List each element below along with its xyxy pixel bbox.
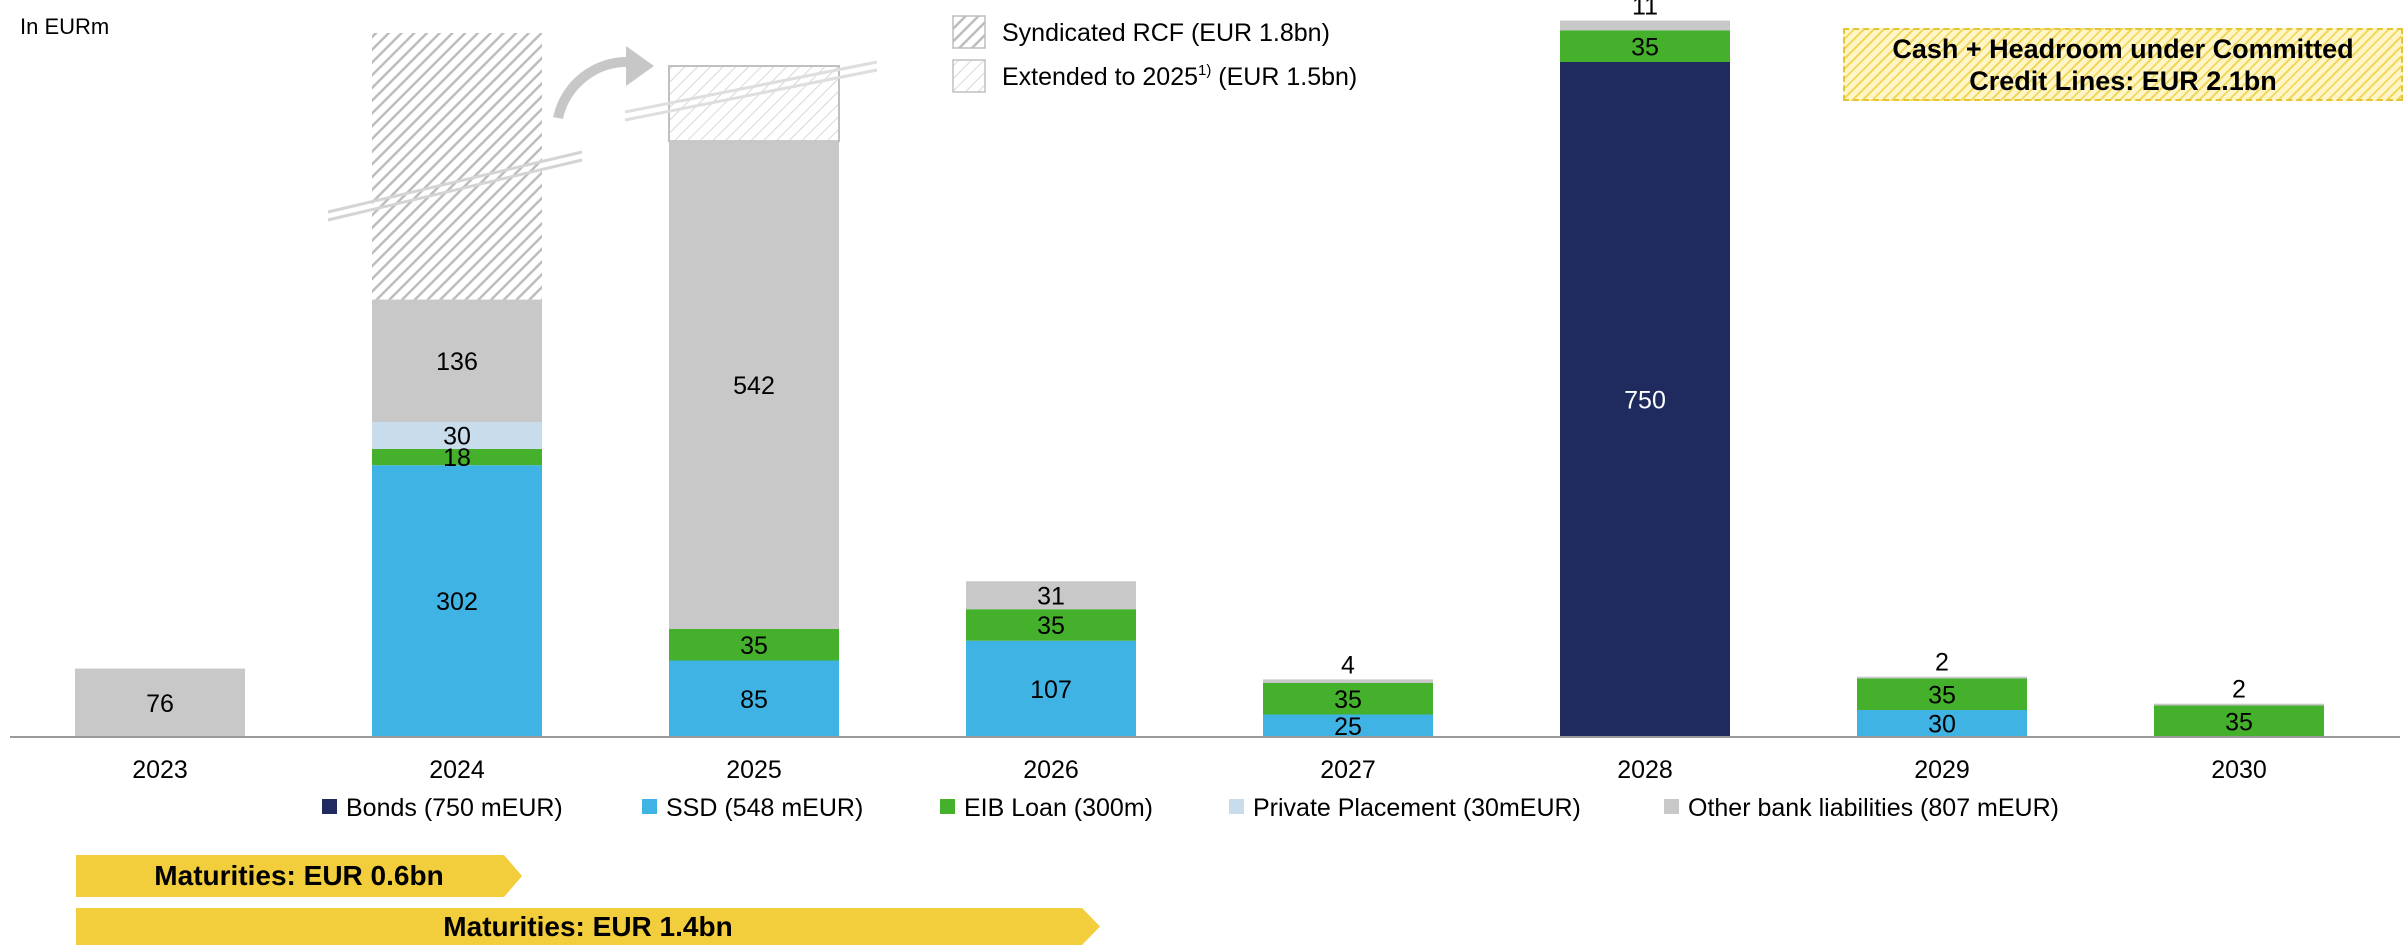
data-label-eib-2027: 35 (1334, 686, 1362, 714)
bar-segment-other_bank-2029 (1857, 676, 2027, 679)
legend-swatch-bonds (322, 799, 337, 814)
x-tick-label-2028: 2028 (1617, 756, 1673, 784)
data-label-eib-2030: 35 (2225, 708, 2253, 736)
axis-break-lines-2024 (327, 150, 583, 222)
bar-segment-other_bank-2026 (966, 581, 1136, 610)
axis-break-lines-2025 (624, 60, 878, 122)
unit-label: In EURm (20, 14, 110, 39)
headroom-callout-text: Cash + Headroom under Committed Credit L… (1892, 33, 2354, 96)
data-label-other_bank-2030: 2 (2232, 676, 2246, 704)
bar-segment-other_bank-2023 (75, 668, 245, 737)
rcf-legend-label-suffix: (EUR 1.5bn) (1211, 63, 1357, 91)
bar-segment-ssd-2029 (1857, 710, 2027, 737)
rcf-legend-label: Extended to 20251) (EUR 1.5bn) (1002, 62, 1357, 91)
legend-swatch-private_placement (1229, 799, 1244, 814)
data-label-eib-2024: 18 (443, 444, 471, 472)
x-tick-label-2026: 2026 (1023, 756, 1079, 784)
bar-segment-eib-2027 (1263, 683, 1433, 715)
bar-segment-ssd-2026 (966, 640, 1136, 737)
data-label-other_bank-2026: 31 (1037, 582, 1065, 610)
rcf-extended-segment-2025 (668, 65, 840, 143)
data-label-other_bank-2025: 542 (733, 372, 775, 400)
rcf-legend-label: Syndicated RCF (EUR 1.8bn) (1002, 19, 1330, 47)
bar-segment-eib-2024 (372, 449, 542, 466)
data-label-other_bank-2029: 2 (1935, 649, 1949, 677)
legend-label-ssd: SSD (548 mEUR) (666, 794, 863, 822)
legend-swatch-other_bank (1664, 799, 1679, 814)
bar-segment-eib-2026 (966, 609, 1136, 641)
maturity-label: Maturities: EUR 1.4bn (443, 910, 733, 942)
rcf-legend-footnote-marker: 1) (1198, 62, 1211, 79)
bar-segment-other_bank-2027 (1263, 679, 1433, 683)
headroom-callout: Cash + Headroom under Committed Credit L… (1843, 28, 2403, 101)
legend-label-bonds: Bonds (750 mEUR) (346, 794, 563, 822)
bar-segment-eib-2029 (1857, 678, 2027, 710)
x-tick-label-2029: 2029 (1914, 756, 1970, 784)
x-tick-label-2024: 2024 (429, 756, 485, 784)
data-label-private_placement-2024: 30 (443, 423, 471, 451)
maturity-arrow-long: Maturities: EUR 1.4bn (76, 908, 1100, 945)
legend-label-private_placement: Private Placement (30mEUR) (1253, 794, 1581, 822)
data-label-ssd-2026: 107 (1030, 676, 1072, 704)
data-label-other_bank-2027: 4 (1341, 651, 1355, 679)
data-label-eib-2028: 35 (1631, 33, 1659, 61)
bar-segment-other_bank-2025 (669, 141, 839, 629)
data-label-other_bank-2023: 76 (146, 690, 174, 718)
data-label-eib-2026: 35 (1037, 612, 1065, 640)
extension-arrow-head-icon (626, 46, 654, 86)
data-label-ssd-2025: 85 (740, 686, 768, 714)
data-label-eib-2025: 35 (740, 632, 768, 660)
rcf-legend-swatch (952, 59, 986, 93)
rcf-hatched-segment-2024 (372, 33, 542, 300)
legend-swatch-ssd (642, 799, 657, 814)
x-tick-label-2025: 2025 (726, 756, 782, 784)
data-label-ssd-2029: 30 (1928, 711, 1956, 739)
bar-segment-eib-2030 (2154, 705, 2324, 737)
bar-segment-ssd-2027 (1263, 714, 1433, 737)
bar-segment-other_bank-2030 (2154, 703, 2324, 706)
x-tick-label-2030: 2030 (2211, 756, 2267, 784)
extension-arrow-icon (553, 56, 633, 120)
data-label-eib-2029: 35 (1928, 681, 1956, 709)
bar-segment-private_placement-2024 (372, 422, 542, 449)
rcf-legend-swatch (952, 15, 986, 49)
bar-segment-other_bank-2028 (1560, 20, 1730, 31)
bar-segment-eib-2025 (669, 629, 839, 661)
x-tick-label-2023: 2023 (132, 756, 188, 784)
bar-segment-ssd-2024 (372, 465, 542, 737)
bar-segment-ssd-2025 (669, 660, 839, 737)
bar-segment-other_bank-2024 (372, 299, 542, 422)
maturity-arrow-short: Maturities: EUR 0.6bn (76, 855, 522, 897)
data-label-ssd-2024: 302 (436, 588, 478, 616)
bar-segment-eib-2028 (1560, 30, 1730, 62)
legend-swatch-eib (940, 799, 955, 814)
legend-label-other_bank: Other bank liabilities (807 mEUR) (1688, 794, 2059, 822)
bar-segment-bonds-2028 (1560, 62, 1730, 737)
legend-label-eib: EIB Loan (300m) (964, 794, 1153, 822)
data-label-other_bank-2028: 11 (1632, 0, 1658, 21)
x-tick-label-2027: 2027 (1320, 756, 1376, 784)
maturity-label: Maturities: EUR 0.6bn (154, 860, 444, 891)
data-label-bonds-2028: 750 (1624, 387, 1666, 415)
data-label-other_bank-2024: 136 (436, 348, 478, 376)
